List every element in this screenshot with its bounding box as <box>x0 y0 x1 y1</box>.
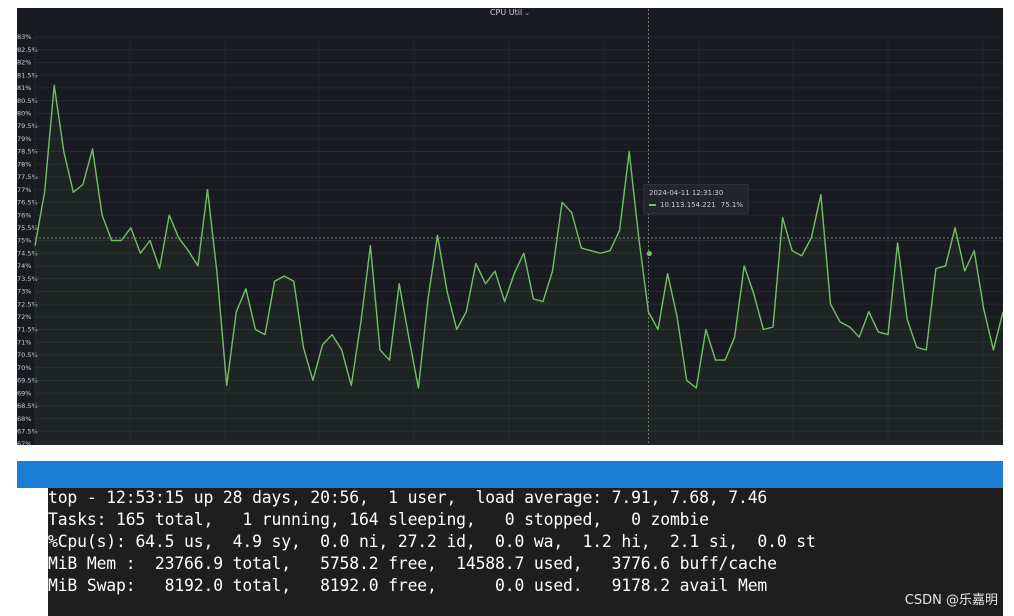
series-line <box>34 84 1003 389</box>
y-tick-label: 80% <box>17 110 31 118</box>
y-tick-label: 72.5% <box>17 300 38 308</box>
tooltip-series-name: 10.113.154.221 <box>660 201 716 209</box>
y-tick-label: 83% <box>17 33 31 41</box>
y-tick-label: 71% <box>17 338 31 346</box>
tooltip-row: 10.113.154.221 75.1% <box>649 201 743 209</box>
chart-tooltip: 2024-04-11 12:31:30 10.113.154.221 75.1% <box>643 184 749 214</box>
separator <box>17 445 1003 460</box>
y-tick-label: 77.5% <box>17 173 38 181</box>
y-tick-label: 82% <box>17 59 31 67</box>
y-tick-label: 69% <box>17 389 31 397</box>
y-tick-label: 82.5% <box>17 46 38 54</box>
y-tick-label: 71.5% <box>17 326 38 334</box>
y-tick-label: 67% <box>17 440 31 445</box>
tooltip-value: 75.1% <box>720 201 743 209</box>
y-tick-label: 73% <box>17 288 31 296</box>
series-color-swatch <box>649 204 656 206</box>
terminal-line: Tasks: 165 total, 1 running, 164 sleepin… <box>48 510 709 529</box>
y-tick-label: 79.5% <box>17 122 38 130</box>
hover-point <box>646 250 652 257</box>
terminal-window[interactable]: top - 12:53:15 up 28 days, 20:56, 1 user… <box>17 488 1003 616</box>
y-tick-label: 72% <box>17 313 31 321</box>
chevron-down-icon: ⌄ <box>524 9 531 17</box>
terminal-line: MiB Mem : 23766.9 total, 5758.2 free, 14… <box>48 554 777 573</box>
y-tick-label: 79% <box>17 135 31 143</box>
panel-title-menu[interactable]: CPU Util ⌄ <box>17 8 1003 18</box>
y-tick-label: 74% <box>17 262 31 270</box>
y-tick-label: 81% <box>17 84 31 92</box>
y-tick-label: 81.5% <box>17 71 38 79</box>
y-tick-label: 75% <box>17 237 31 245</box>
y-tick-label: 78.5% <box>17 148 38 156</box>
terminal-left-margin <box>17 488 48 616</box>
y-tick-label: 78% <box>17 160 31 168</box>
y-tick-label: 70.5% <box>17 351 38 359</box>
y-tick-label: 80.5% <box>17 97 38 105</box>
panel-title: CPU Util <box>489 8 523 17</box>
y-tick-label: 68.5% <box>17 402 38 410</box>
y-tick-label: 68% <box>17 415 31 423</box>
y-tick-label: 74.5% <box>17 249 38 257</box>
terminal-line: %Cpu(s): 64.5 us, 4.9 sy, 0.0 ni, 27.2 i… <box>48 532 816 551</box>
tooltip-time: 2024-04-11 12:31:30 <box>649 189 724 197</box>
terminal-line: MiB Swap: 8192.0 total, 8192.0 free, 0.0… <box>48 576 768 595</box>
terminal-line: top - 12:53:15 up 28 days, 20:56, 1 user… <box>48 488 768 507</box>
y-tick-label: 69.5% <box>17 377 38 385</box>
y-tick-label: 70% <box>17 364 31 372</box>
y-tick-label: 73.5% <box>17 275 38 283</box>
y-tick-label: 76.5% <box>17 199 38 207</box>
cpu-util-panel: 83% 82.5% 82% 81.5% 81% 80.5% 80% 79.5% 79% 78.5%… <box>17 8 1003 445</box>
cpu-util-chart: 83% 82.5% 82% 81.5% 81% 80.5% 80% 79.5% 79% 78.5%… <box>17 9 1003 445</box>
watermark: CSDN @乐嘉明 <box>904 593 998 608</box>
y-tick-label: 76% <box>17 211 31 219</box>
y-tick-label: 67.5% <box>17 427 38 435</box>
y-tick-label: 75.5% <box>17 224 38 232</box>
blue-bar <box>17 461 1003 488</box>
y-tick-label: 77% <box>17 186 31 194</box>
